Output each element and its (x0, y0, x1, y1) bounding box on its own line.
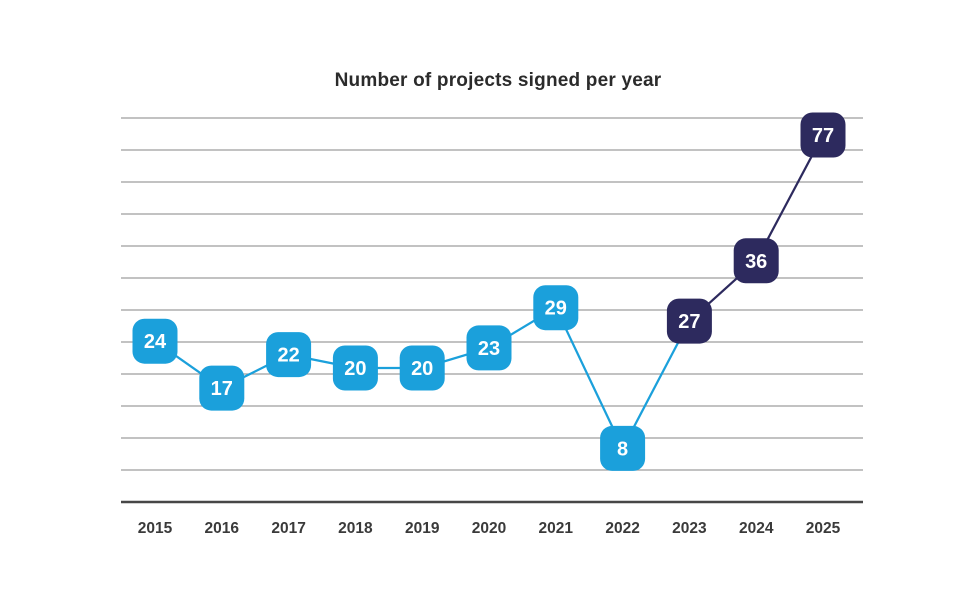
data-point-value: 29 (545, 298, 567, 320)
data-point-value: 23 (478, 338, 500, 360)
data-point-marker-2016 (199, 365, 245, 411)
data-point-marker-2018 (332, 345, 378, 391)
data-point-value: 24 (144, 331, 167, 353)
data-point-marker-2023 (666, 298, 712, 344)
x-tick-label: 2019 (405, 520, 440, 537)
data-point-marker-2021 (533, 285, 579, 331)
data-point-marker-2024 (733, 238, 779, 284)
x-tick-label: 2015 (138, 520, 173, 537)
x-tick-label: 2023 (672, 520, 707, 537)
x-tick-label: 2024 (739, 520, 774, 537)
x-tick-label: 2017 (271, 520, 305, 537)
x-tick-label: 2018 (338, 520, 373, 537)
data-point-value: 20 (344, 358, 366, 380)
data-point-marker-2025 (800, 112, 846, 158)
data-point-value: 27 (678, 311, 700, 333)
x-tick-label: 2025 (806, 520, 841, 537)
line-segment (554, 307, 624, 449)
data-point-value: 20 (411, 358, 433, 380)
data-point-marker-2019 (399, 345, 445, 391)
data-point-marker-2020 (466, 325, 512, 371)
x-tick-label: 2020 (472, 520, 506, 537)
x-tick-label: 2016 (205, 520, 240, 537)
data-point-value: 17 (211, 378, 233, 400)
data-point-value: 77 (812, 125, 834, 147)
data-point-marker-2017 (266, 332, 312, 378)
data-point-marker-2015 (132, 318, 178, 364)
data-point-value: 8 (617, 438, 628, 460)
data-point-value: 36 (745, 251, 767, 273)
chart-title: Number of projects signed per year (334, 70, 662, 91)
x-tick-label: 2021 (539, 520, 574, 537)
data-point-marker-2022 (600, 425, 646, 471)
data-point-value: 22 (277, 345, 299, 367)
x-tick-label: 2022 (605, 520, 639, 537)
